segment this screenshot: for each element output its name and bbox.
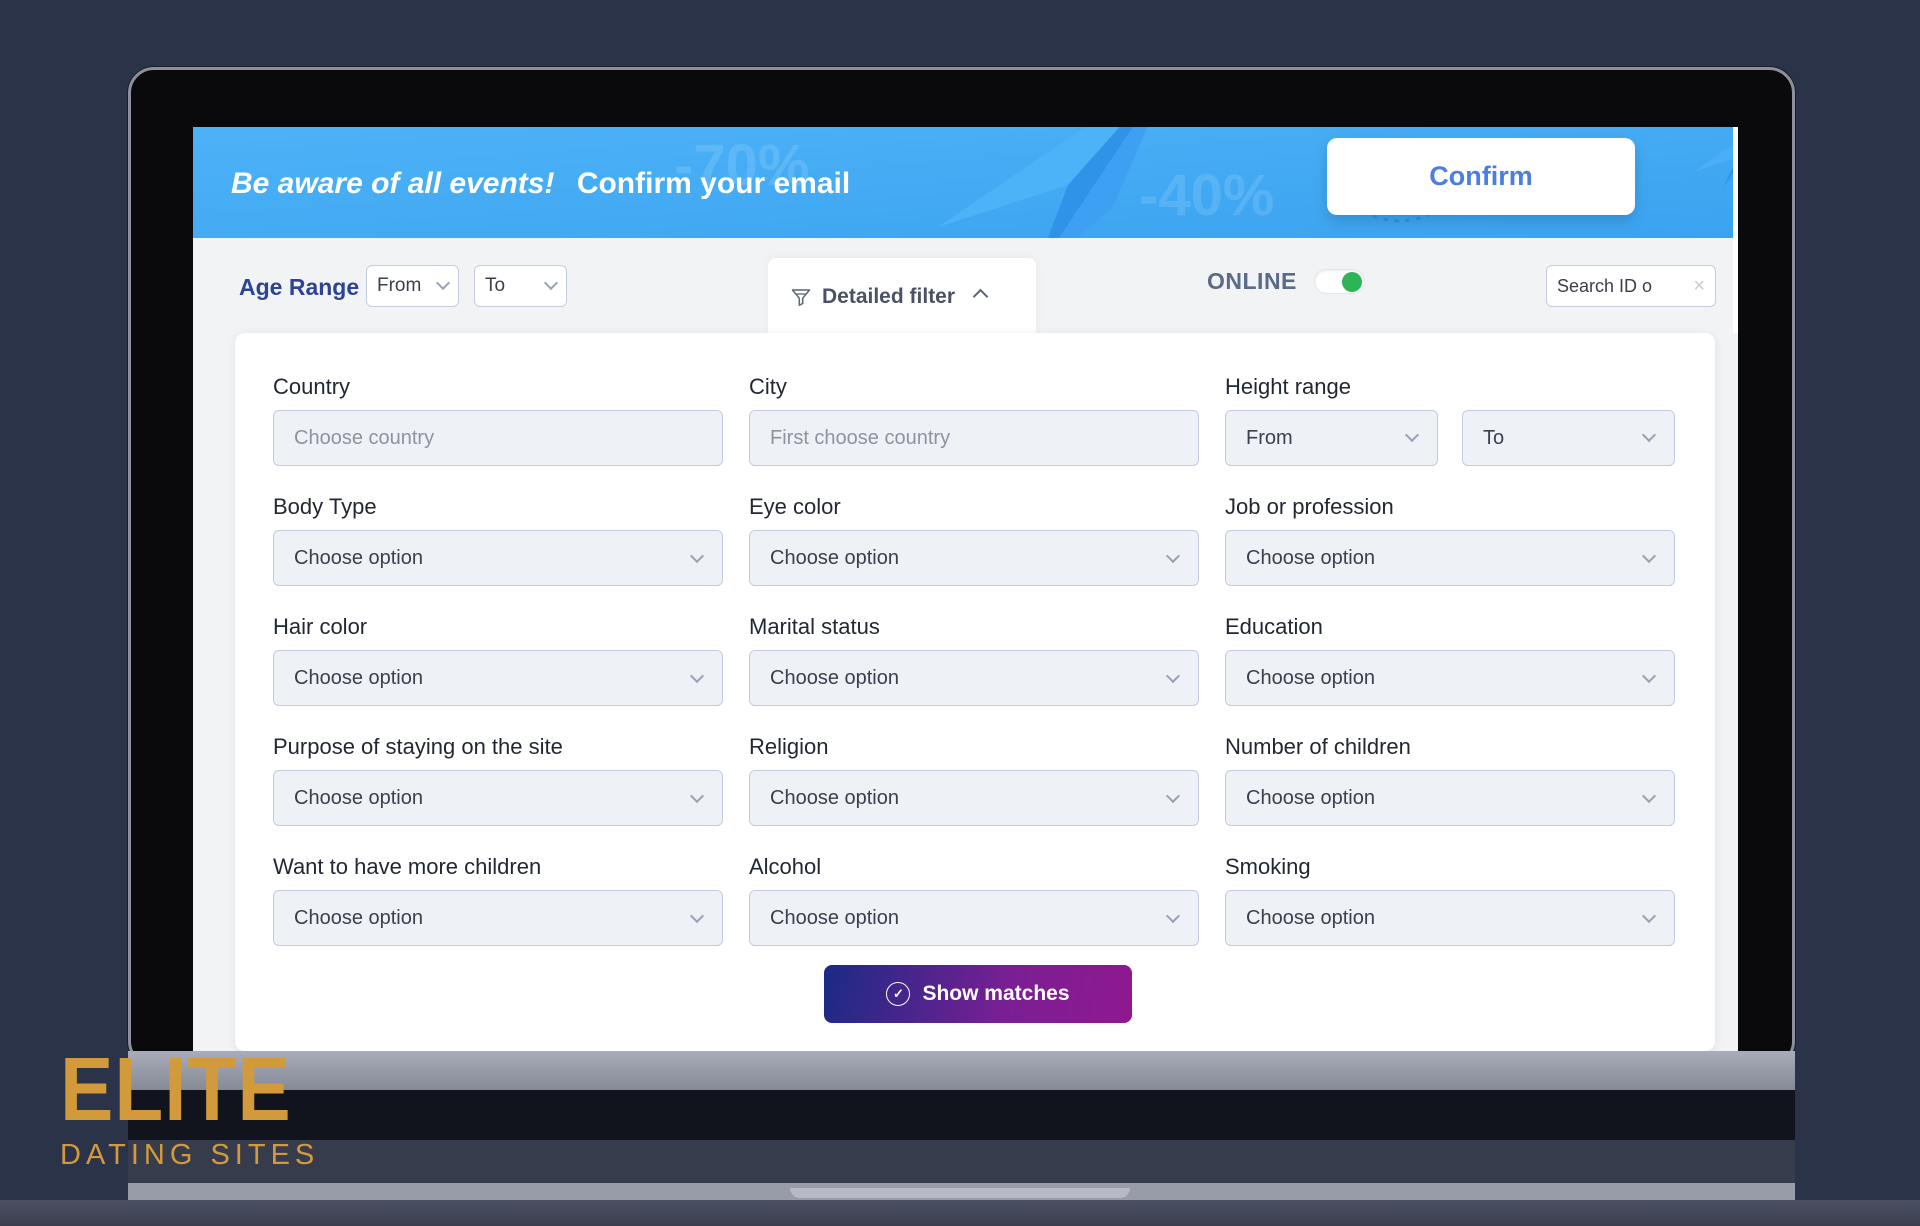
svg-text:-40%: -40%	[1139, 163, 1274, 228]
